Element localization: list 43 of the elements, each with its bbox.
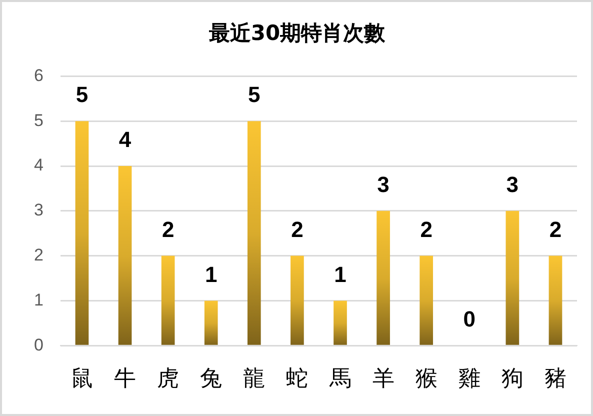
bar	[161, 256, 175, 345]
data-label: 2	[162, 216, 174, 242]
bar	[118, 166, 132, 345]
data-label: 3	[377, 172, 390, 197]
x-tick-label: 鼠	[70, 366, 93, 392]
data-label: 2	[291, 216, 304, 242]
data-label: 5	[248, 82, 260, 108]
y-tick-label: 5	[34, 110, 44, 130]
x-tick-label: 狗	[501, 366, 524, 392]
chart-title: 最近30期特肖次數	[208, 21, 386, 46]
bar	[376, 210, 390, 345]
x-tick-label: 龍	[243, 366, 266, 392]
y-tick-label: 3	[34, 200, 44, 220]
data-label: 3	[506, 172, 519, 197]
x-tick-label: 猴	[415, 366, 438, 392]
bar	[247, 121, 261, 345]
y-tick-label: 0	[34, 335, 44, 354]
x-tick-label: 豬	[544, 366, 566, 392]
bar	[334, 300, 347, 345]
bar	[204, 300, 218, 345]
x-tick-label: 兔	[200, 366, 222, 392]
x-tick-label: 雞	[458, 366, 480, 392]
x-tick-label: 馬	[328, 366, 352, 392]
bar	[420, 256, 434, 345]
data-label: 2	[549, 216, 562, 242]
x-tick-label: 牛	[114, 366, 136, 392]
data-label: 2	[420, 216, 432, 242]
data-label: 5	[76, 82, 88, 108]
bar	[290, 256, 304, 345]
x-tick-label: 羊	[372, 366, 394, 392]
x-tick-label: 虎	[157, 366, 180, 392]
x-tick-label: 蛇	[286, 366, 308, 392]
bar	[75, 121, 89, 345]
y-tick-label: 2	[34, 245, 44, 264]
data-label: 0	[463, 306, 476, 332]
y-tick-label: 6	[34, 66, 44, 85]
bar	[548, 256, 562, 345]
y-tick-label: 4	[34, 156, 44, 175]
data-label: 1	[204, 262, 218, 287]
y-tick-label: 1	[34, 290, 44, 310]
data-label: 1	[334, 262, 346, 287]
data-label: 4	[118, 127, 132, 152]
bar	[506, 210, 520, 345]
